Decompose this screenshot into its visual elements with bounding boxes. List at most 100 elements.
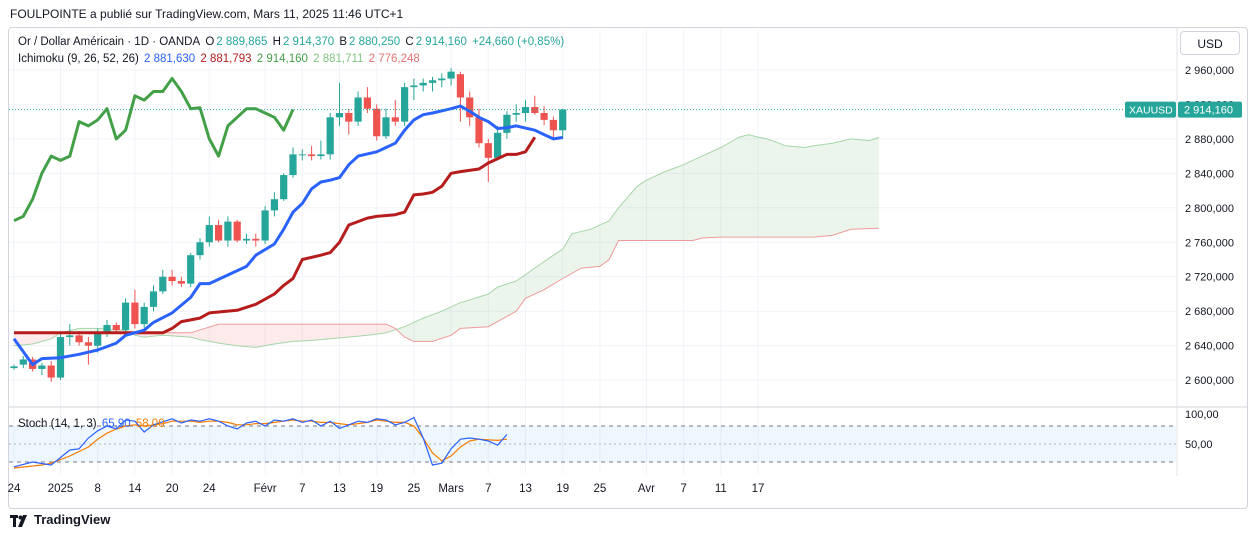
candle-body xyxy=(19,359,27,365)
y-tick-label: 2 880,000 xyxy=(1185,134,1234,146)
currency-button[interactable]: USD xyxy=(1180,31,1240,55)
price-tag-label: 2 914,160 xyxy=(1184,105,1233,117)
candle-body xyxy=(391,117,399,122)
candle-body xyxy=(168,276,176,282)
publish-header: FOULPOINTE a publié sur TradingView.com,… xyxy=(10,7,404,21)
candle-body xyxy=(252,238,260,241)
candle-body xyxy=(559,109,567,131)
x-tick-label: 11 xyxy=(715,483,727,495)
close-label: C xyxy=(405,36,414,48)
candle-body xyxy=(494,132,502,158)
candle-body xyxy=(428,80,437,83)
ichimoku-chikou-value: 2 914,160 xyxy=(256,53,308,65)
symbol-tag-bg xyxy=(1125,101,1176,118)
high-value: 2 914,370 xyxy=(282,36,335,48)
candle-body xyxy=(410,85,418,88)
candle-body xyxy=(373,108,381,137)
kumo-cloud xyxy=(132,324,398,348)
x-tick-label: 7 xyxy=(485,483,491,495)
stoch-legend[interactable]: Stoch (14, 1, 3) 65,90 58,00 xyxy=(18,418,167,430)
candle-body xyxy=(177,281,185,284)
chikou-span-line xyxy=(13,77,295,223)
candle-body xyxy=(66,335,74,338)
candle-body xyxy=(131,302,139,325)
high-label: H xyxy=(272,36,281,48)
chart-frame xyxy=(8,27,1248,509)
tradingview-logo[interactable]: TradingView xyxy=(10,512,110,527)
candle-body xyxy=(38,365,46,369)
candle-body xyxy=(326,117,334,155)
stoch-d-line xyxy=(13,419,507,469)
stoch-band-fill xyxy=(9,426,1176,462)
candle-body xyxy=(512,113,520,115)
candle-body xyxy=(47,365,55,378)
candle-body xyxy=(10,366,18,369)
x-tick-label: 17 xyxy=(752,483,765,495)
ichimoku-legend[interactable]: Ichimoku (9, 26, 52, 26) 2 881,630 2 881… xyxy=(18,53,422,65)
candle-body xyxy=(75,335,83,343)
candle-body xyxy=(335,113,344,118)
y-tick-label: 2 800,000 xyxy=(1185,203,1234,215)
open-label: O xyxy=(205,36,215,48)
stoch-label: Stoch (14, 1, 3) xyxy=(18,418,97,430)
candle-body xyxy=(140,306,148,325)
x-tick-label: 7 xyxy=(680,483,686,495)
candle-body xyxy=(94,331,102,346)
senkou-b-line xyxy=(14,227,879,342)
x-tick-label: 13 xyxy=(333,483,346,495)
candle-body xyxy=(298,154,306,156)
symbol-tag-label: XAUUSD xyxy=(1129,105,1173,117)
y-tick-label: 2 680,000 xyxy=(1185,306,1234,318)
candle-body xyxy=(354,97,362,122)
kijun-sen-line xyxy=(14,136,537,335)
close-value: 2 914,160 xyxy=(415,36,467,48)
ichimoku-label: Ichimoku (9, 26, 52, 26) xyxy=(18,53,139,65)
x-tick-label: 14 xyxy=(129,483,142,495)
ichimoku-senkou-a-value: 2 881,711 xyxy=(313,53,364,65)
candle-body xyxy=(205,225,213,243)
candle-body xyxy=(280,175,288,200)
candle-body xyxy=(438,78,446,81)
x-tick-label: Mars xyxy=(438,483,464,495)
stoch-d-value: 58,00 xyxy=(135,418,165,430)
x-tick-label: Avr xyxy=(638,483,655,495)
y-tick-label: 2 760,000 xyxy=(1185,237,1234,249)
senkou-a-line xyxy=(13,134,880,348)
candle-body xyxy=(447,71,455,79)
candle-body xyxy=(261,210,269,241)
ichimoku-senkou-b-value: 2 776,248 xyxy=(368,53,420,65)
candle-body xyxy=(270,199,278,211)
candle-body xyxy=(466,97,474,118)
candle-body xyxy=(242,238,251,241)
candle-body xyxy=(289,154,297,176)
x-tick-label: Févr xyxy=(254,483,277,495)
candle-body xyxy=(187,255,195,284)
candle-body xyxy=(103,324,111,332)
candle-body xyxy=(112,324,120,331)
ichimoku-kijun-value: 2 881,793 xyxy=(200,53,252,65)
candle-body xyxy=(233,221,241,241)
change-value: +24,660 (+0,85%) xyxy=(472,36,565,48)
low-value: 2 880,250 xyxy=(349,36,401,48)
candle-body xyxy=(549,119,557,131)
candle-body xyxy=(484,143,492,158)
x-tick-label: 25 xyxy=(408,483,421,495)
x-tick-label: 8 xyxy=(94,483,100,495)
candle-body xyxy=(382,117,390,137)
price-tag-bg xyxy=(1178,101,1242,118)
y-tick-label: 2 840,000 xyxy=(1185,168,1234,180)
y-tick-label: 2 720,000 xyxy=(1185,272,1234,284)
brand-name: TradingView xyxy=(34,512,111,527)
candle-body xyxy=(345,113,353,122)
tenkan-sen-line xyxy=(12,104,563,367)
ichimoku-tenkan-value: 2 881,630 xyxy=(144,53,196,65)
tradingview-logo-icon xyxy=(10,514,27,527)
candle-body xyxy=(456,74,464,98)
stoch-k-line xyxy=(13,416,508,468)
x-tick-label: 24 xyxy=(8,483,21,495)
x-tick-label: 25 xyxy=(594,483,607,495)
candle-body xyxy=(224,221,232,241)
candle-body xyxy=(540,113,548,120)
x-tick-label: 20 xyxy=(166,483,179,495)
